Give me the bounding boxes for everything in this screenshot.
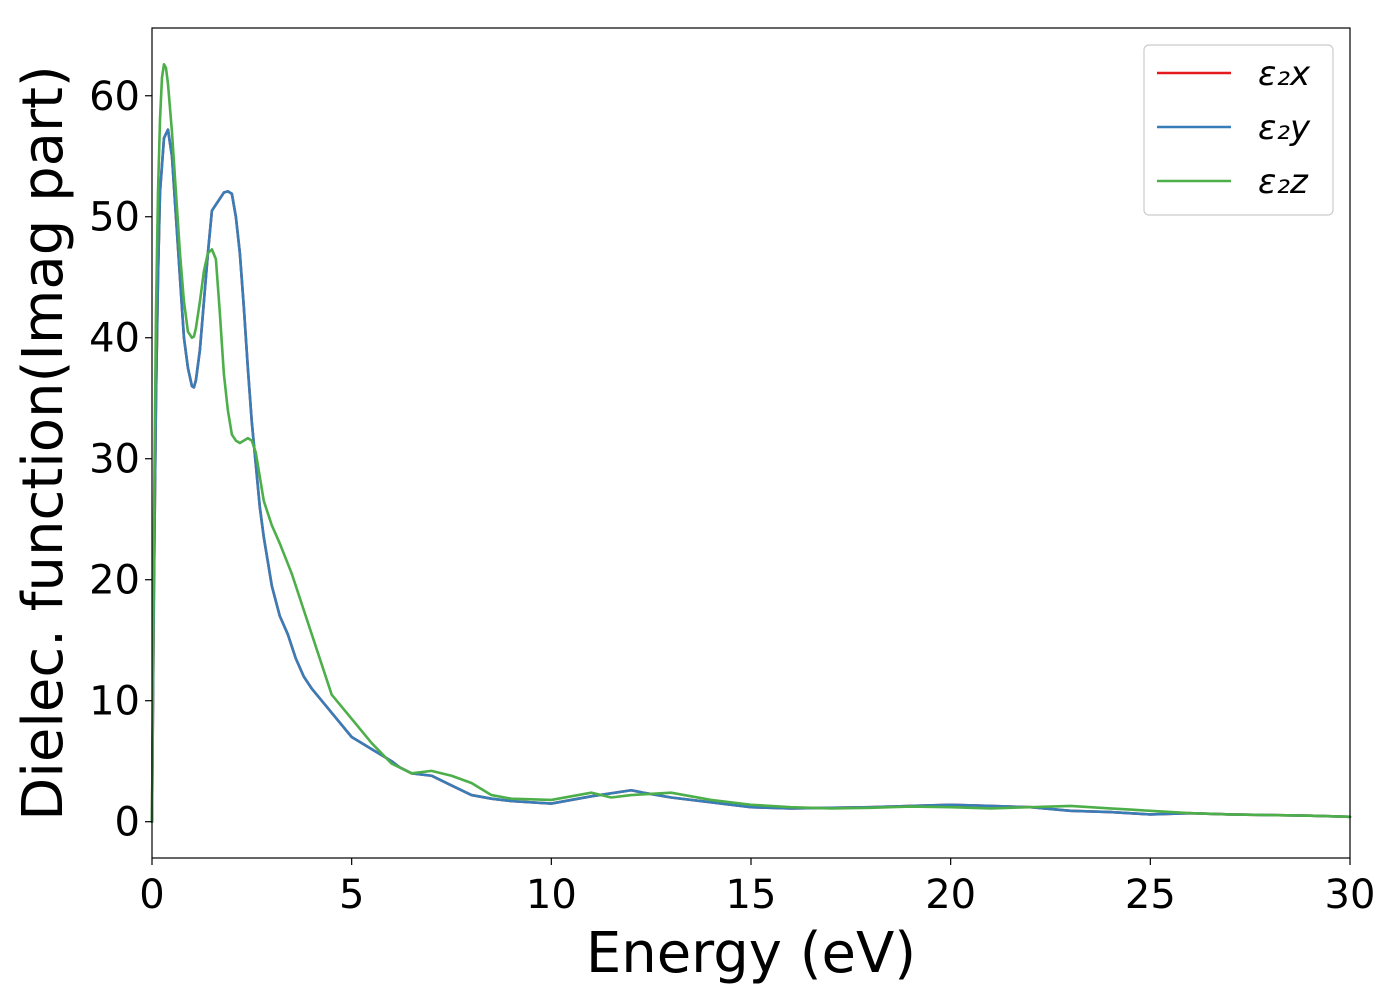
series-line-2 [150,128,1352,823]
y-tick-label: 30 [89,437,140,483]
y-tick-label: 40 [89,316,140,362]
legend-label-3: ε₂z [1258,162,1309,202]
x-tick-label: 25 [1125,872,1176,918]
y-tick-label: 10 [89,679,140,725]
y-tick-label: 50 [89,195,140,241]
x-tick-label: 15 [726,872,777,918]
series-line-3 [150,63,1352,823]
y-axis-ticks: 0 10 20 30 40 50 60 [89,74,152,846]
x-tick-label: 30 [1325,872,1376,918]
legend-frame [1143,44,1334,216]
series-group [150,63,1352,823]
y-axis-label: Dielec. function(Imag part) [11,65,76,821]
y-tick-label: 0 [115,800,140,846]
x-tick-label: 20 [925,872,976,918]
legend-label-2: ε₂y [1258,108,1311,148]
y-tick-label: 60 [89,74,140,120]
x-axis-ticks: 0 5 10 15 20 25 30 [139,858,1375,918]
series-line-1 [150,128,1352,823]
x-tick-label: 10 [526,872,577,918]
legend: ε₂x ε₂y ε₂z [1143,44,1334,216]
x-tick-label: 0 [139,872,164,918]
legend-label-1: ε₂x [1258,54,1311,94]
x-axis-label: Energy (eV) [586,921,916,986]
y-tick-label: 20 [89,558,140,604]
x-tick-label: 5 [339,872,364,918]
